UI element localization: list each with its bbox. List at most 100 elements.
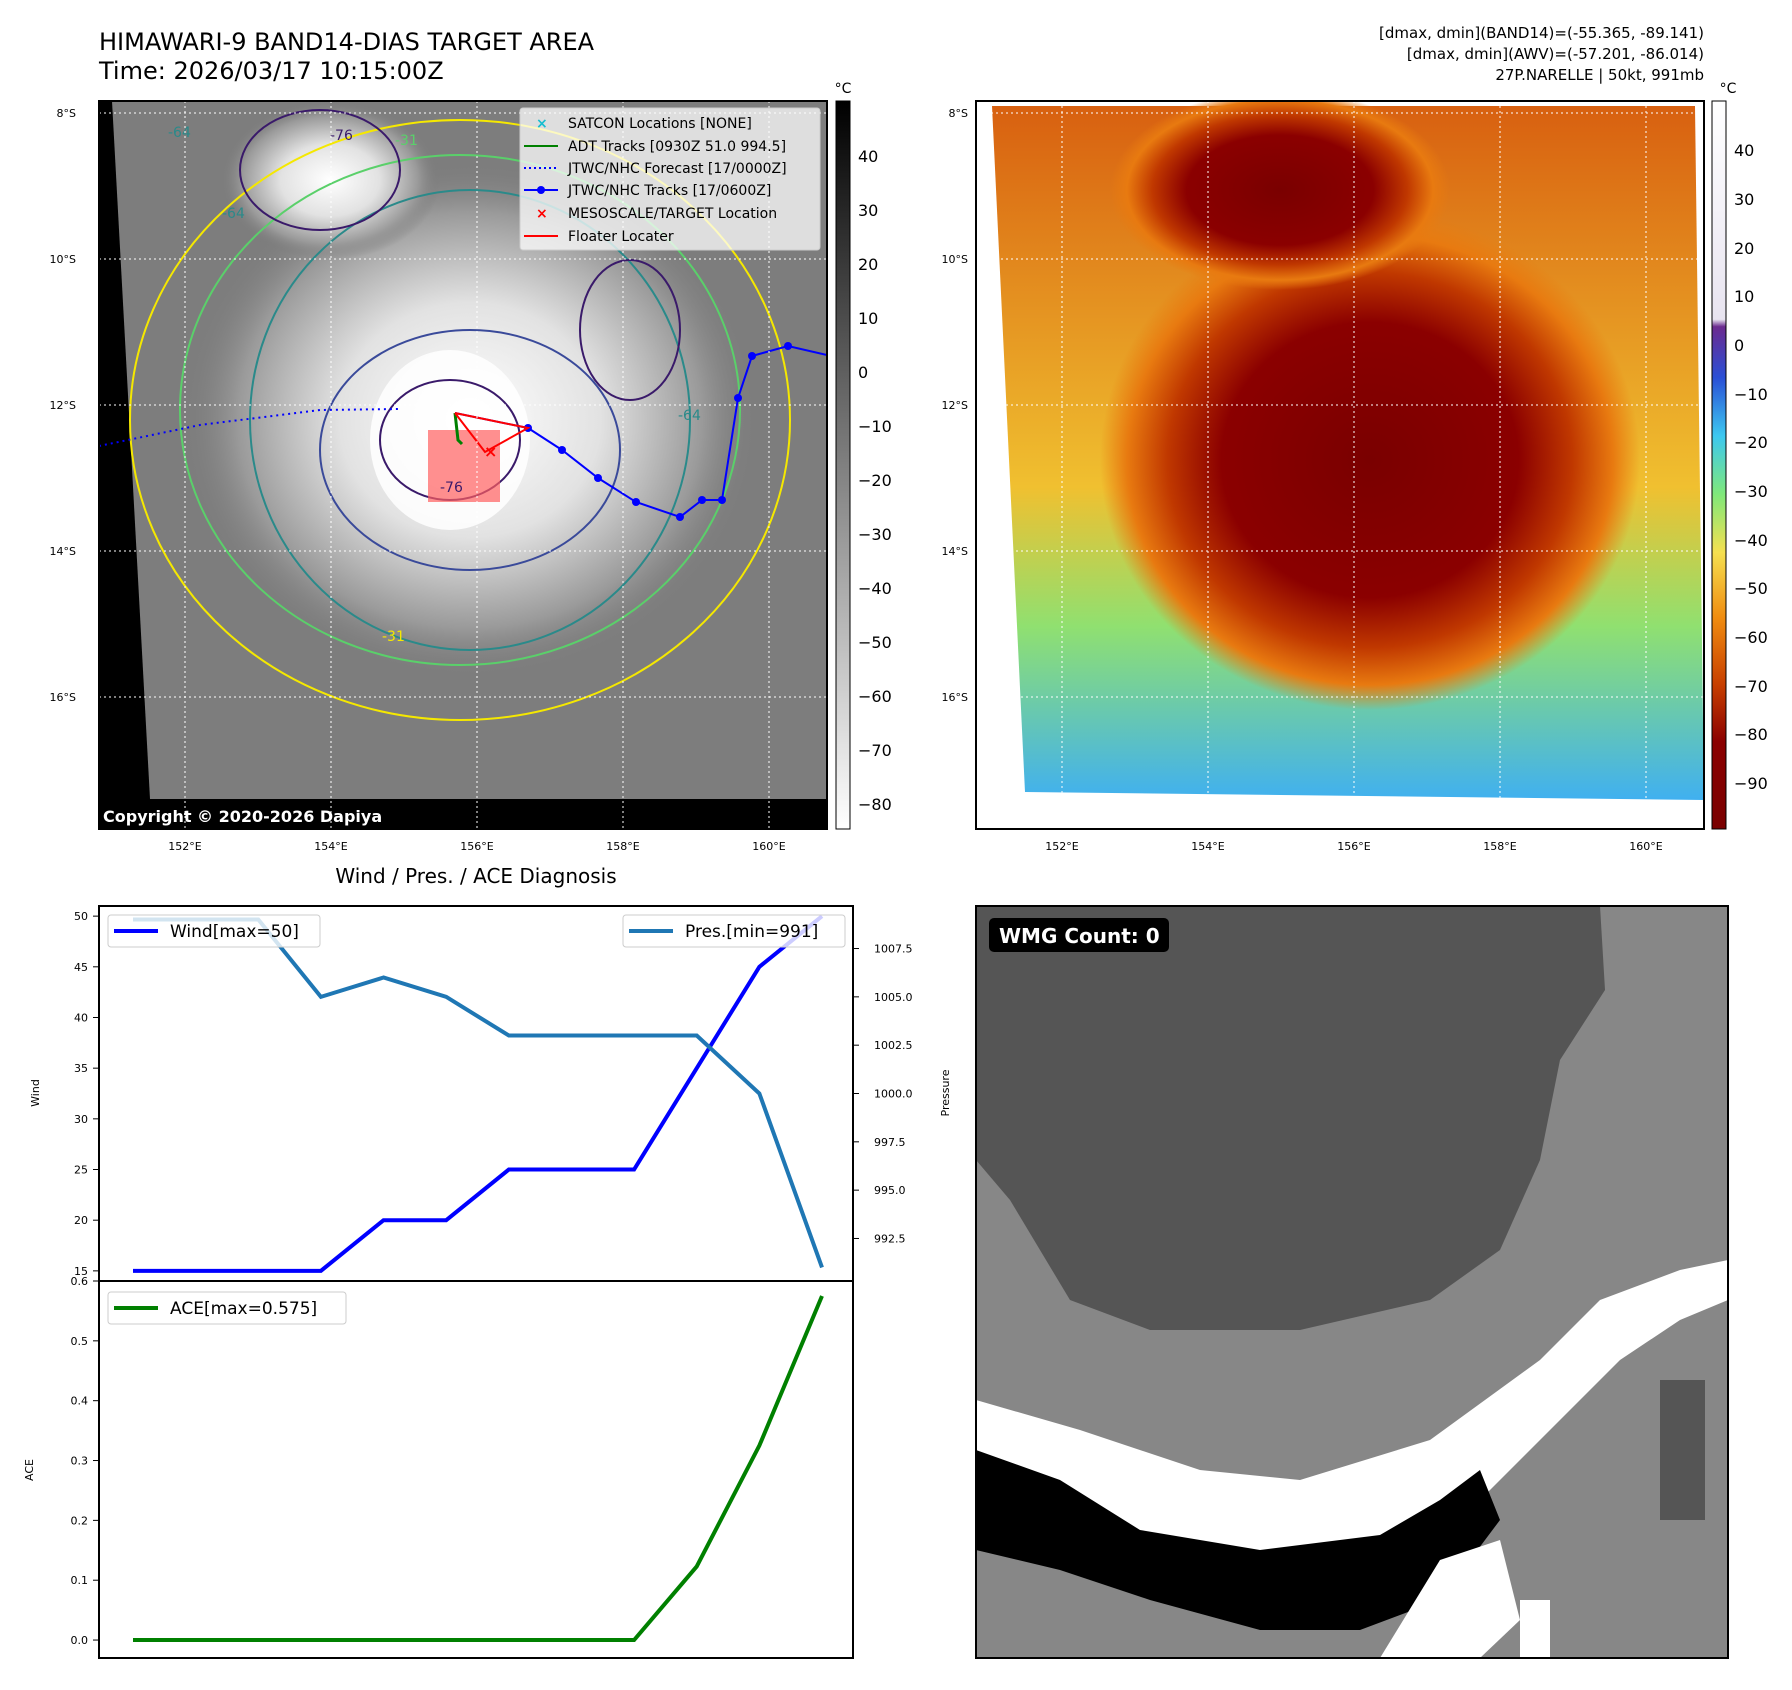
legend-box (519, 107, 821, 251)
pressure-tick-label: 1002.5 (874, 1039, 913, 1052)
legend-tracks-label: JTWC/NHC Tracks [17/0600Z] (567, 183, 771, 199)
ir-map-frame (98, 100, 828, 830)
legend-adt-label: ADT Tracks [0930Z 51.0 994.5] (568, 139, 786, 155)
storm-info: 27P.NARELLE | 50kt, 991mb (1495, 66, 1704, 84)
figure-title: HIMAWARI-9 BAND14-DIAS TARGET AREA (99, 28, 595, 56)
wind-legend: Wind[max=50] (107, 914, 321, 948)
cbar-tick: 0 (1734, 336, 1744, 355)
ace-tick-label: 0.4 (71, 1395, 89, 1408)
diagnosis-panel: Wind / Pres. / ACE Diagnosis Wind Pressu… (23, 864, 952, 1659)
ace-tick-label: 0.5 (71, 1335, 89, 1348)
wind-tick-label: 45 (74, 961, 88, 974)
wind-tick-label: 40 (74, 1011, 88, 1024)
cbar-tick: −50 (858, 633, 892, 652)
figure-time: Time: 2026/03/17 10:15:00Z (98, 57, 444, 85)
cbar-tick: 30 (1734, 190, 1754, 209)
contour-label: -64 (168, 125, 191, 141)
cbar-tick: 30 (858, 201, 878, 220)
lon-label: 152°E (168, 840, 201, 853)
awv-colorbar-ticks: 40 30 20 10 0 −10 −20 −30 −40 −50 −60 −7… (1734, 141, 1768, 793)
lat-label: 12°S (942, 399, 968, 412)
cbar-tick: 40 (1734, 141, 1754, 160)
lat-label: 10°S (50, 253, 76, 266)
lat-label: 16°S (50, 691, 76, 704)
contour-blue-inner (319, 329, 621, 571)
lat-label: 14°S (942, 545, 968, 558)
contour-green-outer (179, 154, 741, 666)
cbar-tick: −20 (1734, 433, 1768, 452)
legend-satcon-label: SATCON Locations [NONE] (568, 116, 752, 132)
ace-tick-label: 0.0 (71, 1634, 89, 1647)
legend-floater-label: Floater Locater (568, 229, 674, 245)
cbar-tick: 10 (858, 309, 878, 328)
wmg-black-band (976, 1450, 1500, 1630)
cbar-tick: −30 (1734, 482, 1768, 501)
pressure-series-line (133, 917, 824, 1269)
lat-label: 8°S (949, 107, 968, 120)
awv-north-moisture (1110, 101, 1450, 290)
contour-label: -31 (382, 629, 405, 645)
cbar-tick: −40 (1734, 531, 1768, 550)
contour-label: -64 (678, 408, 701, 424)
cbar-tick: −50 (1734, 579, 1768, 598)
pressure-legend-box (622, 914, 846, 948)
wind-axis-label: Wind (29, 1079, 42, 1107)
pressure-tick-label: 997.5 (874, 1136, 906, 1149)
contour-indigo-east (579, 259, 681, 401)
ace-axis-label: ACE (23, 1459, 36, 1481)
wmg-white-lower (1380, 1540, 1520, 1658)
lat-label: 8°S (57, 107, 76, 120)
wmg-count-label: WMG Count: 0 (999, 924, 1160, 948)
lon-label: 160°E (1629, 840, 1662, 853)
cbar-tick: −90 (1734, 774, 1768, 793)
jtwc-track (454, 344, 827, 519)
wind-tick-label: 25 (74, 1164, 88, 1177)
stats-awv: [dmax, dmin](AWV)=(-57.201, -86.014) (1407, 45, 1704, 63)
ir-map-panel: × -64 -76 -31 -64 -76 -31 -64 (50, 81, 892, 853)
awv-gridlines (976, 101, 1704, 829)
cbar-tick: 20 (858, 255, 878, 274)
lon-label: 156°E (1337, 840, 1370, 853)
cbar-tick: −70 (1734, 677, 1768, 696)
pressure-tick-label: 995.0 (874, 1184, 906, 1197)
awv-map-panel: 8°S 10°S 12°S 14°S 16°S 152°E 154°E 156°… (942, 81, 1768, 853)
ace-legend-label: ACE[max=0.575] (170, 1299, 317, 1319)
ir-lon-labels: 152°E 154°E 156°E 158°E 160°E (168, 840, 785, 853)
legend-target-label: MESOSCALE/TARGET Location (568, 206, 777, 222)
lon-label: 154°E (314, 840, 347, 853)
stats-band14: [dmax, dmin](BAND14)=(-55.365, -89.141) (1379, 24, 1704, 42)
legend-target-marker: × (536, 206, 548, 222)
awv-lat-labels: 8°S 10°S 12°S 14°S 16°S (942, 107, 968, 704)
ir-colorbar-ticks: 40 30 20 10 0 −10 −20 −30 −40 −50 −60 −7… (858, 147, 892, 814)
awv-colorbar-unit: °C (1720, 81, 1737, 97)
lon-label: 154°E (1191, 840, 1224, 853)
pressure-tick-label: 1007.5 (874, 943, 913, 956)
wind-tick-label: 50 (74, 910, 88, 923)
ace-tick-label: 0.2 (71, 1514, 89, 1527)
ir-lat-labels: 8°S 10°S 12°S 14°S 16°S (50, 107, 76, 704)
ace-series-line (133, 1295, 824, 1643)
copyright-label: Copyright © 2020-2026 Dapiya (103, 807, 382, 826)
cbar-tick: −10 (1734, 385, 1768, 404)
pressure-tick-label: 992.5 (874, 1232, 906, 1245)
contour-indigo-north (239, 109, 401, 231)
ace-tick-label: 0.6 (71, 1275, 89, 1288)
ir-colorbar-unit: °C (835, 81, 852, 97)
ace-legend: ACE[max=0.575] (107, 1291, 347, 1325)
wind-tick-label: 35 (74, 1062, 88, 1075)
cbar-tick: −40 (858, 579, 892, 598)
cbar-tick: −80 (858, 795, 892, 814)
ir-colorbar (835, 100, 851, 830)
wmg-dark-region (976, 906, 1605, 1330)
cbar-tick: −10 (858, 417, 892, 436)
wmg-count-badge (989, 918, 1169, 952)
ace-frame (98, 1280, 854, 1659)
lon-label: 158°E (606, 840, 639, 853)
wind-tick-label: 15 (74, 1265, 88, 1278)
wind-legend-label: Wind[max=50] (170, 922, 299, 942)
cbar-tick: 20 (1734, 239, 1754, 258)
lat-label: 10°S (942, 253, 968, 266)
diagnosis-title: Wind / Pres. / ACE Diagnosis (335, 864, 616, 888)
cbar-tick: −60 (858, 687, 892, 706)
pressure-legend-label: Pres.[min=991] (685, 922, 818, 942)
